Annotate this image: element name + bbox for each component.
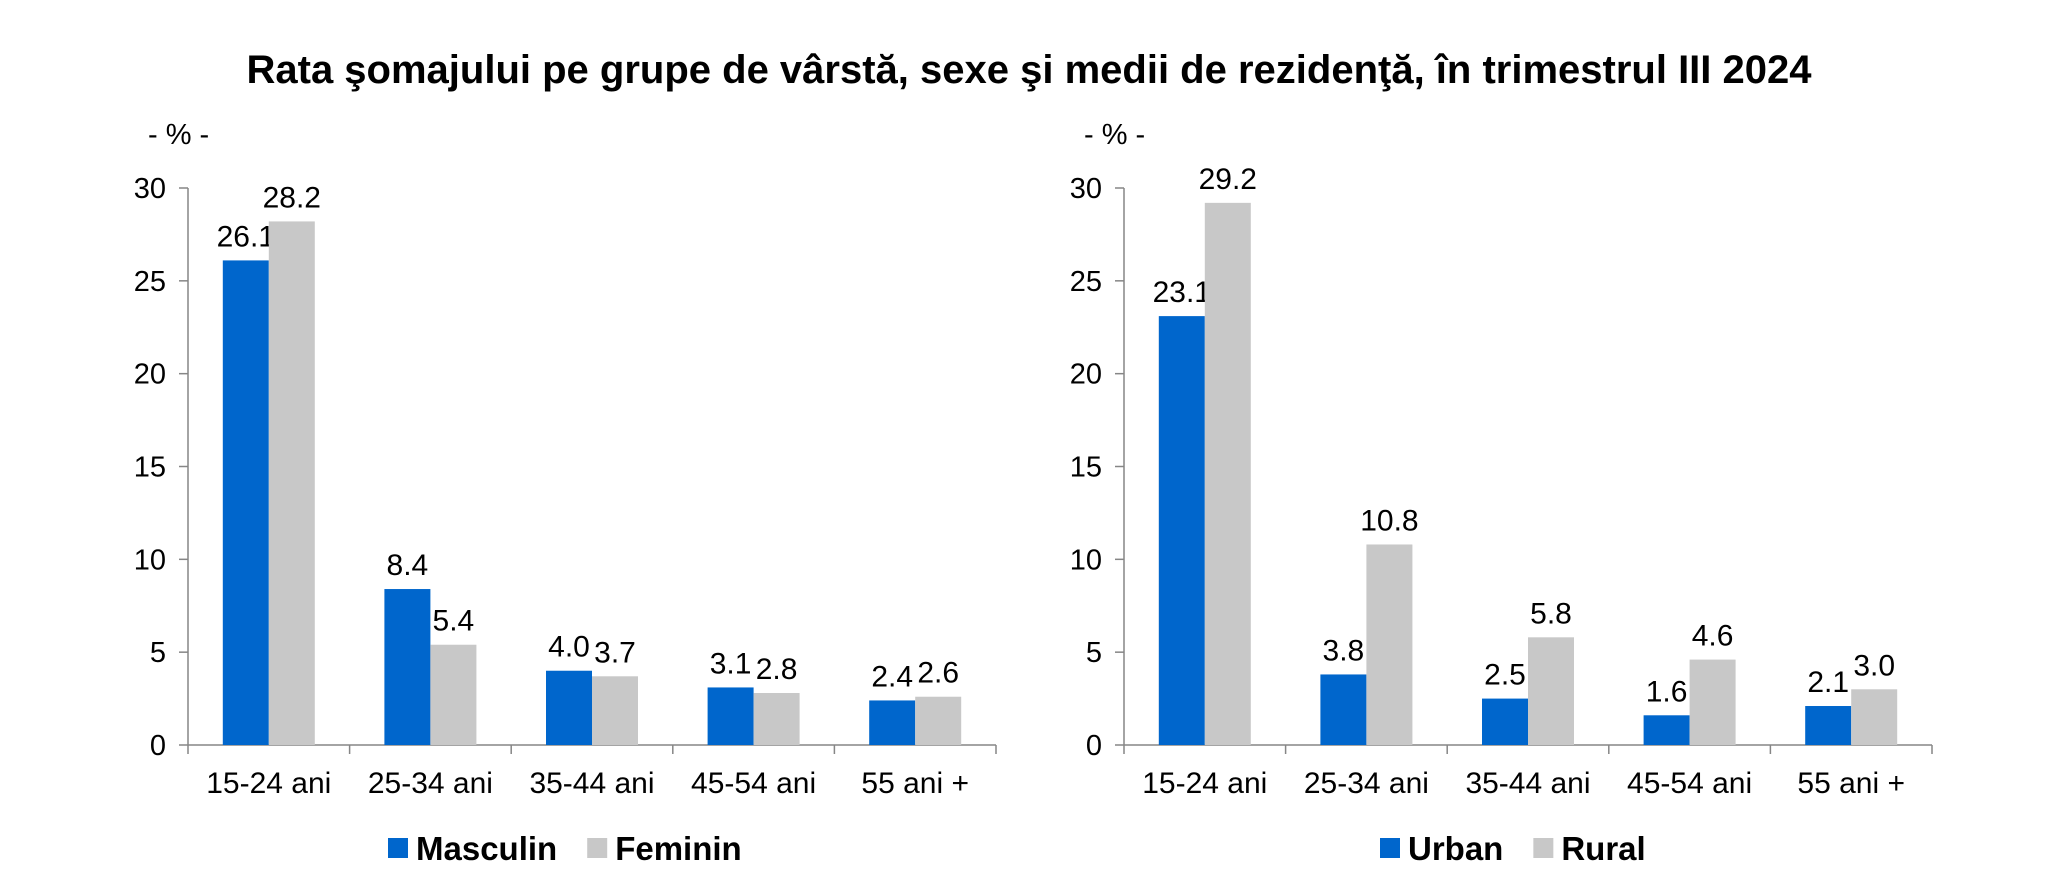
legend-swatch (1533, 838, 1554, 858)
chart-title: Rata şomajului pe grupe de vârstă, sexe … (246, 48, 1812, 92)
data-label: 2.6 (917, 657, 959, 690)
y-tick-label: 20 (134, 359, 166, 391)
y-tick-label: 0 (1086, 730, 1102, 762)
data-label: 5.8 (1530, 597, 1572, 630)
y-tick-label: 30 (1070, 173, 1102, 205)
bar (222, 260, 269, 745)
category-label: 25-34 ani (368, 767, 493, 800)
y-tick-label: 15 (1070, 452, 1102, 484)
data-label: 2.8 (756, 653, 798, 686)
y-tick-label: 0 (150, 730, 166, 762)
data-label: 5.4 (433, 605, 475, 638)
data-label: 29.2 (1199, 163, 1257, 196)
category-label: 45-54 ani (1627, 767, 1752, 800)
data-label: 10.8 (1360, 504, 1418, 537)
bar (592, 676, 638, 745)
data-label: 23.1 (1153, 276, 1211, 309)
category-label: 15-24 ani (206, 767, 331, 800)
data-label: 26.1 (217, 220, 275, 253)
data-label: 2.1 (1807, 666, 1849, 699)
bar (1689, 659, 1736, 745)
chart-age-residence: - % - 0 5 10 15 20 25 30 23.1 29.2 15-24 ani 3.8 10.… (1070, 119, 1933, 867)
data-label: 2.5 (1484, 659, 1526, 692)
category-label: 15-24 ani (1142, 767, 1267, 800)
bar (1320, 674, 1367, 745)
data-label: 8.4 (387, 549, 429, 582)
bar (1851, 689, 1898, 745)
bar (1204, 202, 1251, 745)
bar (1158, 316, 1205, 745)
bar (915, 696, 962, 745)
legend-swatch (587, 838, 608, 858)
bar (384, 589, 431, 745)
y-tick-label: 20 (1070, 359, 1102, 391)
bar (430, 644, 477, 745)
legend-label: Masculin (416, 830, 557, 867)
bar (268, 221, 315, 746)
category-label: 35-44 ani (529, 767, 654, 800)
bar (1482, 698, 1528, 745)
y-tick-label: 30 (134, 173, 166, 205)
bar (1805, 706, 1852, 745)
legend-label: Urban (1408, 830, 1503, 867)
bar (869, 700, 916, 745)
data-label: 2.4 (871, 660, 913, 693)
category-label: 25-34 ani (1304, 767, 1429, 800)
data-label: 4.6 (1692, 620, 1734, 653)
unit-label: - % - (1084, 119, 1145, 151)
data-label: 1.6 (1646, 675, 1688, 708)
data-label: 28.2 (263, 181, 321, 214)
category-label: 35-44 ani (1465, 767, 1590, 800)
legend-swatch (388, 838, 408, 858)
category-label: 55 ani + (861, 767, 969, 800)
data-label: 3.7 (594, 636, 636, 669)
data-label: 3.0 (1853, 649, 1895, 682)
data-label: 3.1 (710, 647, 752, 680)
legend-label: Rural (1561, 830, 1645, 867)
legend-label: Feminin (615, 830, 742, 867)
legend-swatch (1380, 838, 1400, 858)
y-tick-label: 15 (134, 452, 166, 484)
y-tick-label: 5 (1086, 637, 1102, 669)
bar (753, 693, 800, 745)
y-tick-label: 25 (134, 266, 166, 298)
chart-age-sex: - % - 0 5 10 15 20 25 30 26.1 28.2 15-24 ani 8.45.4… (134, 119, 997, 867)
category-label: 55 ani + (1797, 767, 1905, 800)
category-label: 45-54 ani (691, 767, 816, 800)
y-tick-label: 25 (1070, 266, 1102, 298)
bar (1643, 715, 1690, 745)
y-tick-label: 10 (1070, 544, 1102, 576)
data-label: 4.0 (548, 631, 590, 664)
bar (707, 687, 754, 745)
y-tick-label: 10 (134, 544, 166, 576)
unit-label: - % - (148, 119, 209, 151)
data-label: 3.8 (1323, 634, 1365, 667)
bar (546, 670, 592, 745)
y-tick-label: 5 (150, 637, 166, 669)
bar (1528, 637, 1574, 745)
bar (1366, 544, 1413, 745)
